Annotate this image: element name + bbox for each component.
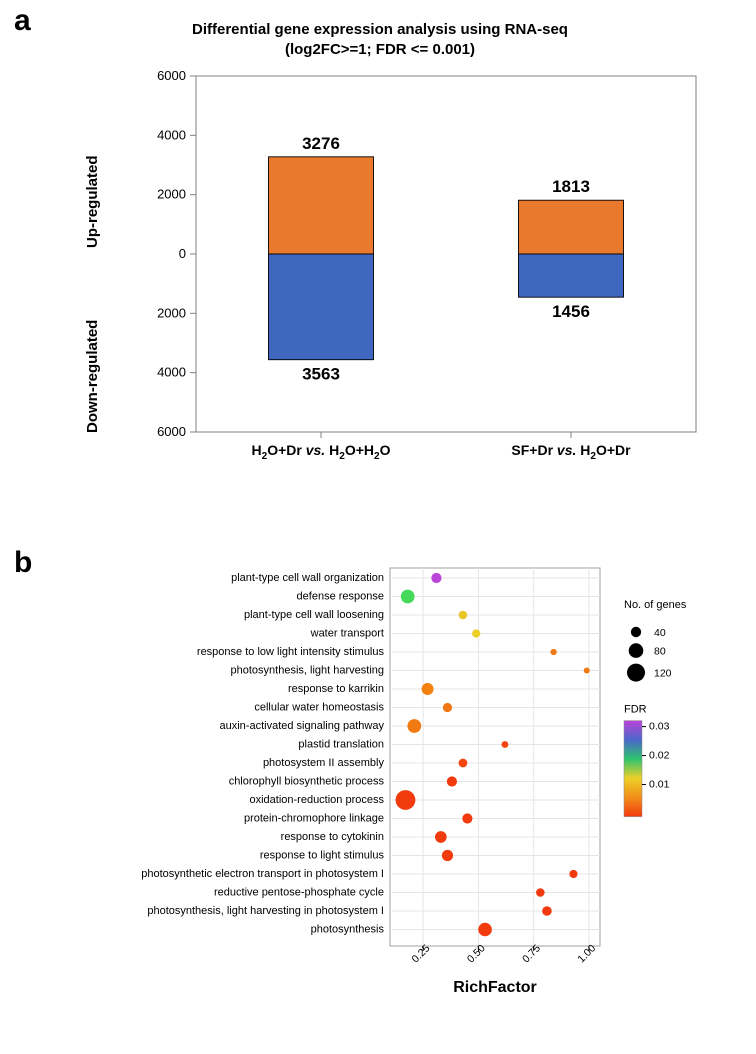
dot-y-label: cellular water homeostasis bbox=[254, 701, 384, 713]
y-tick-label: 2000 bbox=[157, 305, 186, 320]
size-legend-dot bbox=[631, 627, 641, 637]
dot-y-label: photosystem II assembly bbox=[263, 757, 385, 769]
bar-up-value: 3276 bbox=[302, 134, 340, 153]
bar-up bbox=[269, 157, 374, 254]
dot-point bbox=[569, 870, 577, 878]
dot-y-label: photosynthesis, light harvesting in phot… bbox=[147, 905, 384, 917]
panel-a-title: Differential gene expression analysis us… bbox=[60, 20, 700, 61]
title-line-2: (log2FC>=1; FDR <= 0.001) bbox=[285, 41, 475, 58]
bar-chart: 6000 4000 2000 0 2000 4000 6000 3276 3563 H2O+Dr… bbox=[146, 68, 706, 478]
dot-y-label: chlorophyll biosynthetic process bbox=[229, 775, 385, 787]
dot-point bbox=[443, 703, 452, 712]
size-legend-dot bbox=[629, 643, 644, 658]
bar-down-value: 3563 bbox=[302, 365, 340, 384]
bar-up-value: 1813 bbox=[552, 177, 590, 196]
panel-b: 0.250.500.751.00RichFactorplant-type cel… bbox=[60, 560, 740, 1040]
panel-a-label: a bbox=[14, 4, 31, 38]
dot-point bbox=[536, 888, 545, 897]
dot-point bbox=[442, 850, 453, 861]
page: a Differential gene expression analysis … bbox=[0, 0, 756, 1054]
fdr-tick-label: 0.01 bbox=[649, 779, 670, 791]
dot-plot-area bbox=[390, 568, 600, 946]
dot-chart: 0.250.500.751.00RichFactorplant-type cel… bbox=[60, 560, 740, 1040]
fdr-tick-label: 0.03 bbox=[649, 721, 670, 733]
bar-down-value: 1456 bbox=[552, 302, 590, 321]
dot-y-label: response to low light intensity stimulus bbox=[197, 646, 385, 658]
dot-point bbox=[478, 923, 492, 937]
dot-y-label: plastid translation bbox=[298, 738, 384, 750]
fdr-colorbar bbox=[624, 721, 642, 817]
dot-point bbox=[422, 683, 434, 695]
dot-y-label: defense response bbox=[297, 590, 384, 602]
dot-point bbox=[447, 776, 457, 786]
fdr-legend-title: FDR bbox=[624, 704, 647, 716]
bar-up bbox=[519, 200, 624, 254]
size-legend-label: 40 bbox=[654, 627, 666, 639]
bar-down bbox=[269, 254, 374, 360]
y-tick-label: 0 bbox=[179, 246, 186, 261]
x-tick-label: SF+Dr vs. H2O+Dr bbox=[461, 442, 681, 472]
dot-y-label: photosynthetic electron transport in pho… bbox=[141, 868, 384, 880]
y-tick-label: 6000 bbox=[157, 68, 186, 83]
fdr-tick-label: 0.02 bbox=[649, 750, 670, 762]
dot-point bbox=[542, 906, 552, 916]
y-tick-label: 2000 bbox=[157, 187, 186, 202]
dot-y-label: response to cytokinin bbox=[281, 831, 384, 843]
y-tick-label: 4000 bbox=[157, 127, 186, 142]
panel-a: Differential gene expression analysis us… bbox=[60, 10, 700, 500]
x-tick-label: H2O+Dr vs. H2O+H2O bbox=[211, 442, 431, 472]
dot-point bbox=[401, 590, 415, 604]
dot-y-label: plant-type cell wall loosening bbox=[244, 609, 384, 621]
y-tick-label: 6000 bbox=[157, 424, 186, 439]
dot-point bbox=[431, 573, 441, 583]
dot-y-label: response to light stimulus bbox=[260, 849, 385, 861]
y-tick-label: 4000 bbox=[157, 365, 186, 380]
dot-point bbox=[502, 741, 509, 748]
dot-point bbox=[550, 649, 556, 655]
dot-point bbox=[396, 790, 416, 810]
bar-plot-wrap: Up-regulated Down-regulated 600040002000… bbox=[90, 68, 690, 458]
dot-point bbox=[584, 667, 590, 673]
dot-y-label: reductive pentose-phosphate cycle bbox=[214, 886, 384, 898]
x-axis-title: RichFactor bbox=[453, 979, 537, 996]
dot-y-label: oxidation-reduction process bbox=[249, 794, 384, 806]
title-line-1: Differential gene expression analysis us… bbox=[192, 21, 568, 38]
dot-y-label: photosynthesis bbox=[311, 923, 385, 935]
dot-y-label: auxin-activated signaling pathway bbox=[220, 720, 385, 732]
dot-y-label: water transport bbox=[310, 627, 384, 639]
size-legend-title: No. of genes bbox=[624, 599, 687, 611]
dot-point bbox=[462, 813, 472, 823]
ylabel-up: Up-regulated bbox=[84, 155, 101, 248]
dot-y-label: plant-type cell wall organization bbox=[231, 572, 384, 584]
size-legend-label: 80 bbox=[654, 646, 666, 658]
dot-point bbox=[435, 831, 447, 843]
dot-y-label: protein-chromophore linkage bbox=[244, 812, 384, 824]
size-legend-dot bbox=[627, 664, 645, 682]
size-legend-label: 120 bbox=[654, 668, 672, 680]
dot-point bbox=[459, 759, 468, 768]
dot-point bbox=[407, 719, 421, 733]
dot-y-label: photosynthesis, light harvesting bbox=[231, 664, 384, 676]
dot-point bbox=[459, 611, 468, 620]
bar-down bbox=[519, 254, 624, 297]
dot-y-label: response to karrikin bbox=[288, 683, 384, 695]
panel-b-label: b bbox=[14, 546, 32, 580]
ylabel-down: Down-regulated bbox=[84, 320, 101, 433]
dot-point bbox=[472, 629, 480, 637]
